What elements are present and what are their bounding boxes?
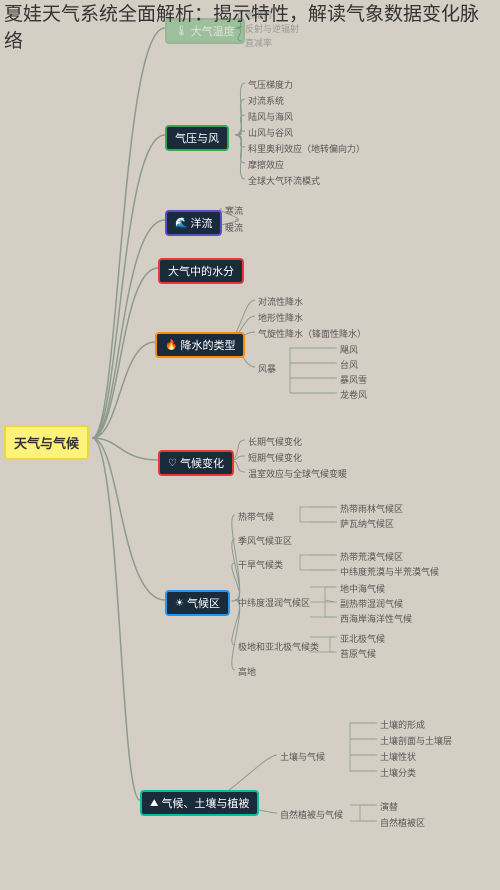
- leaf-item: 气旋性降水（锋面性降水）: [258, 327, 366, 340]
- branch-precip: 🔥降水的类型: [155, 332, 245, 358]
- leaf-item: 全球大气环流模式: [248, 174, 320, 187]
- leaf-item: 长期气候变化: [248, 435, 302, 448]
- leaf-item: 地形性降水: [258, 311, 303, 324]
- branch-moisture: 大气中的水分: [158, 258, 244, 284]
- leaf-item: 中纬度荒漠与半荒漠气候: [340, 565, 439, 578]
- branch-label: 气压与风: [175, 130, 219, 146]
- leaf-item: 热带雨林气候区: [340, 502, 403, 515]
- change-icon: ♡: [168, 458, 177, 469]
- branch-pressure: 气压与风: [165, 125, 229, 151]
- leaf-item: 自然植被与气候: [280, 808, 343, 821]
- mindmap-container: 天气与气候 🌡大气温度地轴的反射与逆辐射直减率气压与风气压梯度力对流系统陆风与海…: [0, 0, 500, 890]
- branch-change: ♡气候变化: [158, 450, 234, 476]
- leaf-item: 高地: [238, 665, 256, 678]
- leaf-item: 对流系统: [248, 94, 284, 107]
- leaf-item: 龙卷风: [340, 388, 367, 401]
- leaf-item: 极地和亚北极气候类: [238, 640, 319, 653]
- leaf-item: 暴风雪: [340, 373, 367, 386]
- leaf-item: 寒流: [225, 204, 243, 217]
- leaf-item: 热带气候: [238, 510, 274, 523]
- leaf-item: 暖流: [225, 221, 243, 234]
- leaf-item: 干旱气候类: [238, 558, 283, 571]
- zones-icon: ☀: [175, 598, 184, 609]
- precip-icon: 🔥: [165, 340, 177, 351]
- leaf-item: 陆风与海风: [248, 110, 293, 123]
- leaf-item: 短期气候变化: [248, 451, 302, 464]
- leaf-item: 苔原气候: [340, 647, 376, 660]
- page-title: 夏娃天气系统全面解析：揭示特性，解读气象数据变化脉络: [4, 2, 494, 55]
- leaf-item: 萨瓦纳气候区: [340, 517, 394, 530]
- leaf-item: 土壤与气候: [280, 750, 325, 763]
- branch-label: 降水的类型: [180, 337, 235, 353]
- leaf-item: 地中海气候: [340, 582, 385, 595]
- leaf-item: 热带荒漠气候区: [340, 550, 403, 563]
- ocean-icon: 🌊: [175, 218, 187, 229]
- leaf-item: 季风气候亚区: [238, 534, 292, 547]
- leaf-item: 演替: [380, 800, 398, 813]
- leaf-item: 飓风: [340, 343, 358, 356]
- leaf-item: 风暴: [258, 362, 276, 375]
- root-node: 天气与气候: [4, 425, 89, 460]
- leaf-item: 台风: [340, 358, 358, 371]
- branch-label: 气候区: [187, 595, 220, 611]
- leaf-item: 土壤剖面与土壤层: [380, 734, 452, 747]
- branch-label: 大气中的水分: [168, 263, 234, 279]
- branch-soil: ⛰气候、土壤与植被: [140, 790, 259, 816]
- leaf-item: 土壤分类: [380, 766, 416, 779]
- leaf-item: 土壤性状: [380, 750, 416, 763]
- leaf-item: 对流性降水: [258, 295, 303, 308]
- leaf-item: 温室效应与全球气候变暖: [248, 467, 347, 480]
- leaf-item: 中纬度湿润气候区: [238, 596, 310, 609]
- leaf-item: 自然植被区: [380, 816, 425, 829]
- branch-label: 气候变化: [180, 455, 224, 471]
- branch-zones: ☀气候区: [165, 590, 230, 616]
- soil-icon: ⛰: [150, 798, 158, 809]
- branch-label: 气候、土壤与植被: [161, 795, 249, 811]
- leaf-item: 土壤的形成: [380, 718, 425, 731]
- leaf-item: 西海岸海洋性气候: [340, 612, 412, 625]
- branch-ocean: 🌊洋流: [165, 210, 222, 236]
- leaf-item: 山风与谷风: [248, 126, 293, 139]
- leaf-item: 气压梯度力: [248, 78, 293, 91]
- leaf-item: 亚北极气候: [340, 632, 385, 645]
- leaf-item: 科里奥利效应（地转偏向力）: [248, 142, 365, 155]
- leaf-item: 摩擦效应: [248, 158, 284, 171]
- leaf-item: 副热带湿润气候: [340, 597, 403, 610]
- branch-label: 洋流: [190, 215, 212, 231]
